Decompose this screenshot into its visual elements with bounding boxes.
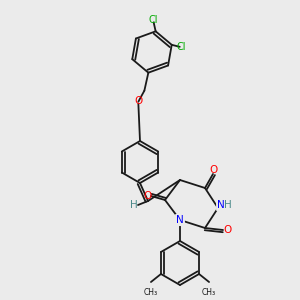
Text: CH₃: CH₃ (202, 288, 216, 297)
Text: O: O (223, 225, 231, 235)
Text: H: H (130, 200, 138, 210)
Text: CH₃: CH₃ (144, 288, 158, 297)
Text: O: O (209, 165, 217, 175)
Text: N: N (217, 200, 225, 210)
Text: O: O (143, 191, 151, 201)
Text: O: O (134, 96, 142, 106)
Text: H: H (224, 200, 232, 210)
Text: Cl: Cl (177, 42, 187, 52)
Text: Cl: Cl (149, 15, 158, 25)
Text: N: N (176, 215, 184, 225)
